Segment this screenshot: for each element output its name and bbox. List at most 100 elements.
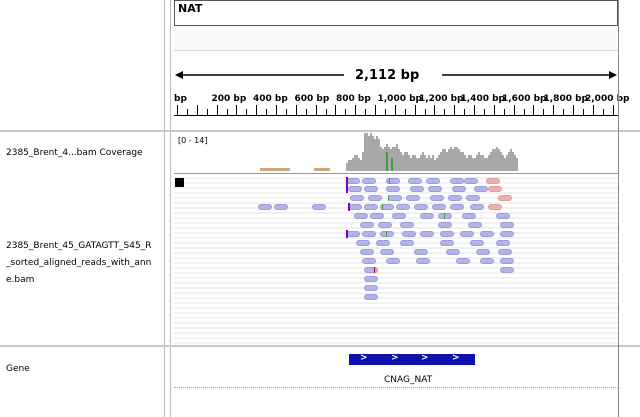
aligned-read[interactable] xyxy=(496,213,510,219)
aligned-read[interactable] xyxy=(346,231,360,237)
aligned-read[interactable] xyxy=(498,249,512,255)
aligned-read[interactable] xyxy=(362,258,376,264)
insertion-marker[interactable] xyxy=(346,230,348,238)
aligned-read[interactable] xyxy=(416,258,430,264)
aligned-read[interactable] xyxy=(400,222,414,228)
insertion-marker[interactable] xyxy=(346,185,348,193)
aligned-read[interactable] xyxy=(312,204,326,210)
gene-track[interactable]: > > > > CNAG_NAT xyxy=(174,349,618,417)
aligned-read[interactable] xyxy=(400,240,414,246)
ruler-tick xyxy=(236,105,238,115)
aligned-read[interactable] xyxy=(430,195,444,201)
aligned-read[interactable] xyxy=(440,240,454,246)
aligned-read[interactable] xyxy=(360,249,374,255)
aligned-read[interactable] xyxy=(488,186,502,192)
aligned-read[interactable] xyxy=(420,231,434,237)
aligned-read[interactable] xyxy=(376,240,390,246)
aligned-read[interactable] xyxy=(402,231,416,237)
aligned-read[interactable] xyxy=(386,258,400,264)
aligned-read[interactable] xyxy=(364,294,378,300)
aligned-read[interactable] xyxy=(354,213,368,219)
aligned-read[interactable] xyxy=(450,204,464,210)
aligned-read[interactable] xyxy=(360,222,374,228)
aligned-read[interactable] xyxy=(456,258,470,264)
aligned-read[interactable] xyxy=(426,178,440,184)
aligned-read[interactable] xyxy=(500,267,514,273)
aligned-read[interactable] xyxy=(388,195,402,201)
coverage-track-name[interactable]: 2385_Brent_4...bam Coverage xyxy=(6,148,143,158)
alignment-track-name[interactable]: 2385_Brent_45_GATAGTT_S45_R _sorted_alig… xyxy=(6,238,162,289)
aligned-read[interactable] xyxy=(480,231,494,237)
aligned-read[interactable] xyxy=(364,276,378,282)
aligned-read[interactable] xyxy=(386,186,400,192)
gene-track-name[interactable]: Gene xyxy=(6,364,30,374)
aligned-read[interactable] xyxy=(488,204,502,210)
aligned-read[interactable] xyxy=(364,204,378,210)
aligned-read[interactable] xyxy=(380,204,394,210)
aligned-read[interactable] xyxy=(448,195,462,201)
insertion-marker[interactable] xyxy=(346,177,348,185)
aligned-read[interactable] xyxy=(396,204,410,210)
aligned-read[interactable] xyxy=(480,258,494,264)
aligned-read[interactable] xyxy=(486,178,500,184)
aligned-read[interactable] xyxy=(274,204,288,210)
aligned-read[interactable] xyxy=(364,285,378,291)
gene-feature[interactable]: > > > > xyxy=(349,353,475,365)
aligned-read[interactable] xyxy=(378,222,392,228)
aligned-read[interactable] xyxy=(364,186,378,192)
coverage-bar xyxy=(450,146,452,171)
aligned-read[interactable] xyxy=(348,204,362,210)
aligned-read[interactable] xyxy=(380,231,394,237)
aligned-read[interactable] xyxy=(438,213,452,219)
aligned-read[interactable] xyxy=(438,222,452,228)
aligned-read[interactable] xyxy=(350,195,364,201)
aligned-read[interactable] xyxy=(428,186,442,192)
aligned-read[interactable] xyxy=(462,213,476,219)
aligned-read[interactable] xyxy=(496,240,510,246)
aligned-read[interactable] xyxy=(476,249,490,255)
aligned-read[interactable] xyxy=(414,204,428,210)
aligned-read[interactable] xyxy=(356,240,370,246)
aligned-read[interactable] xyxy=(500,222,514,228)
aligned-read[interactable] xyxy=(452,186,466,192)
aligned-read[interactable] xyxy=(386,178,400,184)
aligned-read[interactable] xyxy=(368,195,382,201)
chromosome-box[interactable]: NAT xyxy=(174,0,618,17)
aligned-read[interactable] xyxy=(408,178,422,184)
coverage-bar xyxy=(430,157,432,171)
insertion-marker[interactable] xyxy=(348,203,350,211)
aligned-read[interactable] xyxy=(410,186,424,192)
aligned-read[interactable] xyxy=(470,204,484,210)
alignment-track[interactable] xyxy=(174,174,618,344)
aligned-read[interactable] xyxy=(498,195,512,201)
aligned-read[interactable] xyxy=(500,258,514,264)
aligned-read[interactable] xyxy=(370,213,384,219)
coverage-track[interactable]: [0 - 14] xyxy=(174,133,618,173)
aligned-read[interactable] xyxy=(470,240,484,246)
aligned-read[interactable] xyxy=(346,178,360,184)
aligned-read[interactable] xyxy=(406,195,420,201)
coverage-bar xyxy=(502,154,504,171)
aligned-read[interactable] xyxy=(450,178,464,184)
aligned-read[interactable] xyxy=(464,178,478,184)
coverage-bar xyxy=(362,152,364,171)
aligned-read[interactable] xyxy=(474,186,488,192)
aligned-read[interactable] xyxy=(460,231,474,237)
aligned-read[interactable] xyxy=(392,213,406,219)
ruler-tick xyxy=(493,105,495,115)
aligned-read[interactable] xyxy=(380,249,394,255)
aligned-read[interactable] xyxy=(364,267,378,273)
aligned-read[interactable] xyxy=(348,186,362,192)
aligned-read[interactable] xyxy=(258,204,272,210)
aligned-read[interactable] xyxy=(420,213,434,219)
aligned-read[interactable] xyxy=(466,195,480,201)
ideogram-box[interactable] xyxy=(174,16,618,26)
aligned-read[interactable] xyxy=(446,249,460,255)
aligned-read[interactable] xyxy=(362,231,376,237)
aligned-read[interactable] xyxy=(414,249,428,255)
aligned-read[interactable] xyxy=(500,231,514,237)
aligned-read[interactable] xyxy=(440,231,454,237)
aligned-read[interactable] xyxy=(432,204,446,210)
aligned-read[interactable] xyxy=(362,178,376,184)
aligned-read[interactable] xyxy=(468,222,482,228)
